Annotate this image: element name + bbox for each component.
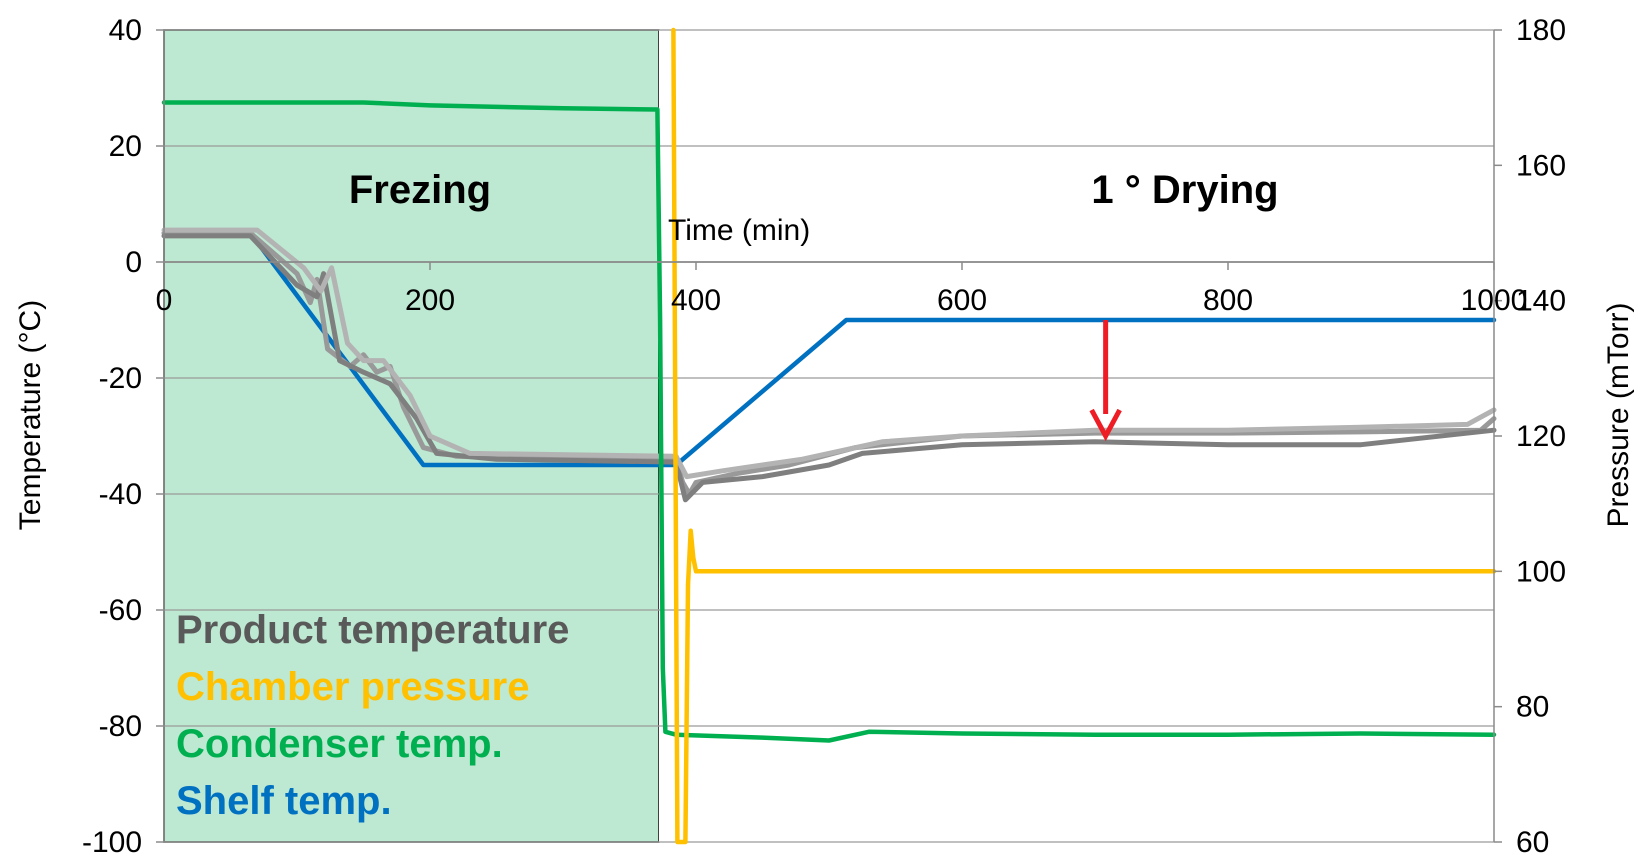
y-tick-label: -100 (82, 826, 142, 856)
x-tick-label: 600 (937, 284, 987, 317)
tick-labels: 40200-20-40-60-80-1001801601401201008060… (82, 14, 1566, 856)
annotation-arrow-head (1089, 408, 1122, 442)
y2-tick-label: 120 (1516, 420, 1566, 453)
y-tick-label: -20 (99, 362, 142, 395)
y-tick-label: -60 (99, 594, 142, 627)
y2-tick-label: 160 (1516, 149, 1566, 182)
legend-product-temperature: Product temperature (176, 608, 569, 652)
axes (156, 29, 1502, 843)
legend-shelf-temp: Shelf temp. (176, 779, 392, 823)
y2-tick-label: 140 (1516, 285, 1566, 318)
y2-tick-label: 60 (1516, 826, 1549, 856)
data-series (161, 27, 1497, 845)
y2-tick-label: 80 (1516, 691, 1549, 724)
y2-axis-label: Pressure (mTorr) (1602, 302, 1635, 527)
legend-condenser-temp: Condenser temp. (176, 722, 503, 766)
x-tick-label: 200 (405, 284, 455, 317)
y-tick-label: 40 (109, 14, 142, 47)
series-line-product-temperature-3 (161, 233, 1497, 503)
phase-region-frezing (163, 29, 660, 843)
y-tick-label: 20 (109, 130, 142, 163)
phase-label-freezing: Frezing (349, 168, 491, 212)
y-axis-label: Temperature (°C) (14, 300, 47, 530)
x-tick-label: 400 (671, 284, 721, 317)
y-tick-label: -40 (99, 478, 142, 511)
annotation (1089, 320, 1122, 442)
y-tick-label: -80 (99, 710, 142, 743)
legend: Product temperature Chamber pressure Con… (176, 608, 569, 823)
x-tick-label: 0 (156, 284, 173, 317)
x-axis-label: Time (min) (668, 214, 810, 247)
series-line-product-temperature-4 (161, 227, 1497, 480)
legend-chamber-pressure: Chamber pressure (176, 665, 529, 709)
series-line-chamber-pressure-5 (671, 27, 1497, 845)
y2-tick-label: 180 (1516, 14, 1566, 47)
y-tick-label: 0 (125, 246, 142, 279)
x-tick-label: 800 (1203, 284, 1253, 317)
phase-label-drying: 1 ° Drying (1091, 168, 1278, 212)
x-tick-label: 1000 (1461, 284, 1528, 317)
phase-backgrounds (163, 29, 1494, 843)
y2-tick-label: 100 (1516, 555, 1566, 588)
